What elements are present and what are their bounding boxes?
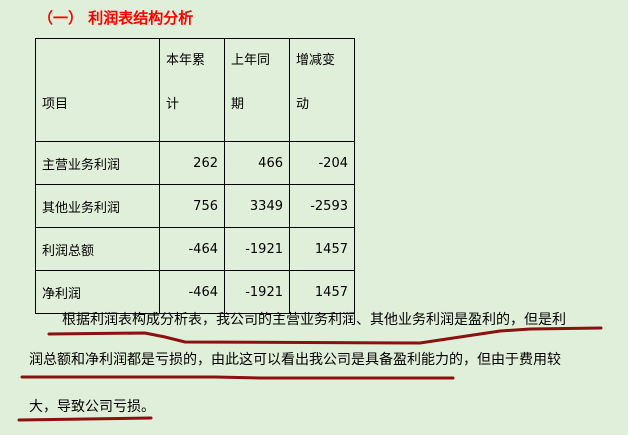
header-text: 本年累 <box>166 53 206 68</box>
table-row: 主营业务利润 262 466 -204 <box>35 141 355 185</box>
table-row: 利润总额 -464 -1921 1457 <box>35 227 355 271</box>
section-title: （一） 利润表结构分析 <box>38 9 194 27</box>
header-text: 期 <box>231 97 245 112</box>
cell-prior: 466 <box>224 141 290 185</box>
underline-1 <box>47 326 603 345</box>
profit-structure-table: 项目 本年累计 上年同期 增减变动 主营业务利润 262 466 -204 其他业务利… <box>35 38 355 314</box>
cell-prior: -1921 <box>224 227 290 271</box>
cell-prior: 3349 <box>224 184 290 228</box>
table-header-row: 项目 本年累计 上年同期 增减变动 <box>35 38 355 142</box>
cell-current: 262 <box>159 141 225 185</box>
underline-3 <box>17 416 153 422</box>
underline-2 <box>20 375 455 380</box>
header-text: 增减变 <box>296 53 336 68</box>
paragraph-line-3: 大，导致公司亏损。 <box>29 399 155 415</box>
paragraph-line-2: 润总额和净利润都是亏损的，由此这可以看出我公司是具备盈利能力的，但由于费用较 <box>29 352 561 368</box>
cell-item: 主营业务利润 <box>35 141 160 185</box>
cell-current: -464 <box>159 227 225 271</box>
cell-item: 其他业务利润 <box>35 184 160 228</box>
header-text: 动 <box>296 97 310 112</box>
paragraph-line-1: 根据利润表构成分析表，我公司的主营业务利润、其他业务利润是盈利的，但是利 <box>62 312 566 328</box>
cell-current: -464 <box>159 270 225 314</box>
cell-change: -2593 <box>289 184 355 228</box>
header-prior: 上年同期 <box>224 38 290 142</box>
cell-item: 利润总额 <box>35 227 160 271</box>
cell-change: 1457 <box>289 270 355 314</box>
table-row: 净利润 -464 -1921 1457 <box>35 270 355 314</box>
cell-prior: -1921 <box>224 270 290 314</box>
table-row: 其他业务利润 756 3349 -2593 <box>35 184 355 228</box>
header-item: 项目 <box>35 38 160 142</box>
header-text: 项目 <box>42 97 69 112</box>
header-current: 本年累计 <box>159 38 225 142</box>
header-text: 计 <box>166 97 180 112</box>
header-change: 增减变动 <box>289 38 355 142</box>
header-text: 上年同 <box>231 53 271 68</box>
